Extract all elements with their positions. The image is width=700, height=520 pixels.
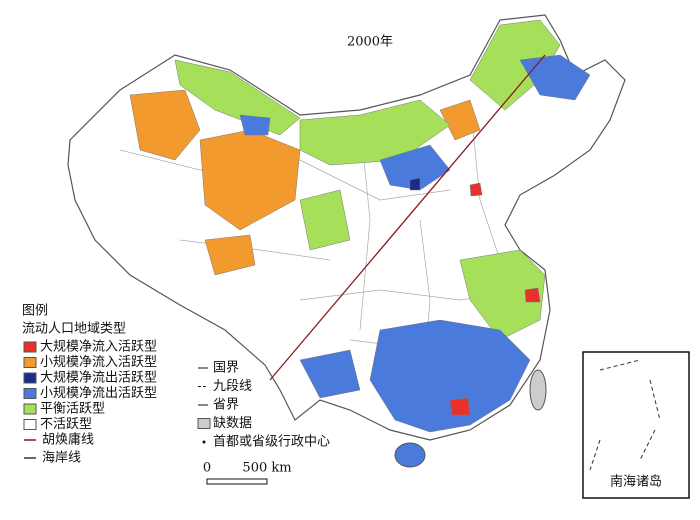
legend-label: 大规模净流入活跃型 — [40, 340, 157, 355]
hainan — [394, 442, 426, 468]
legend-swatch — [23, 419, 37, 430]
taiwan — [529, 369, 547, 411]
legend-swatch — [23, 357, 37, 368]
legend-label: 平衡活跃型 — [40, 402, 105, 417]
legend-swatch — [23, 372, 37, 384]
legend-label: 大规模净流出活跃型 — [40, 371, 157, 386]
scale-label: 500 km — [242, 461, 291, 476]
legend-label: 小规模净流入活跃型 — [40, 355, 157, 370]
inset-label: 南海诸岛 — [610, 474, 662, 490]
map-title: 2000年 — [347, 35, 393, 50]
region-fills — [129, 19, 591, 433]
legend-label: 小规模净流出活跃型 — [40, 386, 157, 401]
legend-label: 缺数据 — [213, 416, 252, 431]
legend-label: 海岸线 — [42, 451, 81, 466]
scale-label: 0 — [203, 461, 211, 476]
legend-label: 不活跃型 — [40, 417, 92, 432]
legend-label: 首都或省级行政中心 — [213, 435, 330, 450]
legend-swatch — [23, 403, 37, 415]
scale-bar — [206, 478, 268, 485]
legend-swatch — [23, 388, 37, 399]
legend-dot — [202, 440, 206, 444]
legend-label: 九段线 — [213, 379, 252, 394]
legend-title: 图例 — [22, 304, 48, 319]
hu-line — [269, 54, 546, 381]
legend-label: 国界 — [213, 361, 239, 376]
legend-swatch — [197, 418, 211, 429]
inset-frame — [582, 351, 690, 499]
legend-subtitle: 流动人口地域类型 — [22, 322, 126, 337]
legend-label: 胡焕庸线 — [42, 432, 94, 448]
legend-swatch — [23, 341, 37, 353]
legend-label: 省界 — [213, 398, 239, 413]
